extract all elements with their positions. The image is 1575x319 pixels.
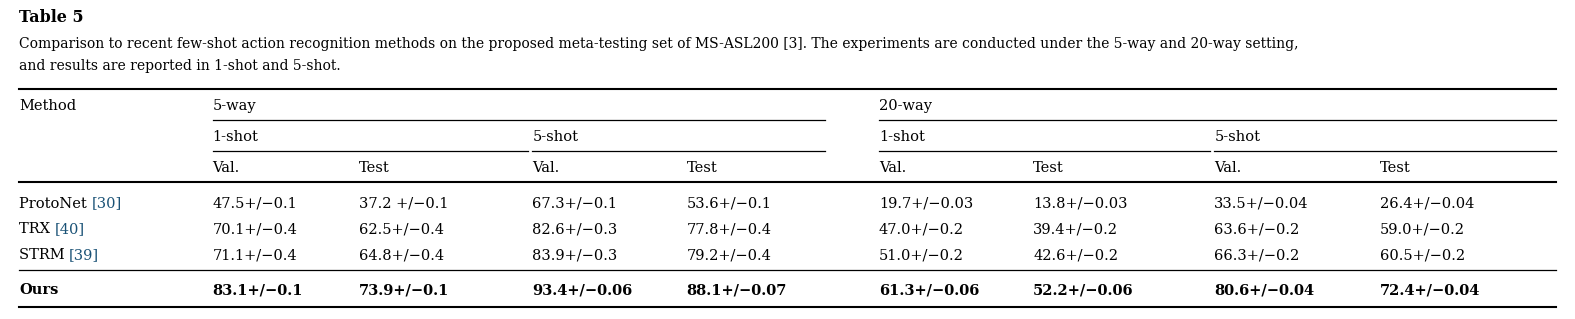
Text: Table 5: Table 5 xyxy=(19,9,83,26)
Text: 64.8+/−0.4: 64.8+/−0.4 xyxy=(359,248,444,262)
Text: [30]: [30] xyxy=(91,197,121,211)
Text: ProtoNet: ProtoNet xyxy=(19,197,91,211)
Text: 52.2+/−0.06: 52.2+/−0.06 xyxy=(1033,283,1134,297)
Text: 1-shot: 1-shot xyxy=(879,130,925,144)
Text: 37.2 +/−0.1: 37.2 +/−0.1 xyxy=(359,197,449,211)
Text: 5-shot: 5-shot xyxy=(1214,130,1260,144)
Text: STRM: STRM xyxy=(19,248,69,262)
Text: 33.5+/−0.04: 33.5+/−0.04 xyxy=(1214,197,1309,211)
Text: 72.4+/−0.04: 72.4+/−0.04 xyxy=(1380,283,1480,297)
Text: TRX: TRX xyxy=(19,222,55,236)
Text: 71.1+/−0.4: 71.1+/−0.4 xyxy=(213,248,298,262)
Text: 47.0+/−0.2: 47.0+/−0.2 xyxy=(879,222,964,236)
Text: 83.1+/−0.1: 83.1+/−0.1 xyxy=(213,283,302,297)
Text: Val.: Val. xyxy=(213,161,239,175)
Text: Test: Test xyxy=(1033,161,1065,175)
Text: 67.3+/−0.1: 67.3+/−0.1 xyxy=(532,197,617,211)
Text: 82.6+/−0.3: 82.6+/−0.3 xyxy=(532,222,617,236)
Text: 66.3+/−0.2: 66.3+/−0.2 xyxy=(1214,248,1299,262)
Text: 77.8+/−0.4: 77.8+/−0.4 xyxy=(687,222,772,236)
Text: and results are reported in 1-shot and 5-shot.: and results are reported in 1-shot and 5… xyxy=(19,59,340,73)
Text: 5-way: 5-way xyxy=(213,99,257,113)
Text: Val.: Val. xyxy=(532,161,559,175)
Text: Test: Test xyxy=(359,161,391,175)
Text: 62.5+/−0.4: 62.5+/−0.4 xyxy=(359,222,444,236)
Text: 88.1+/−0.07: 88.1+/−0.07 xyxy=(687,283,788,297)
Text: 13.8+/−0.03: 13.8+/−0.03 xyxy=(1033,197,1128,211)
Text: 42.6+/−0.2: 42.6+/−0.2 xyxy=(1033,248,1118,262)
Text: 53.6+/−0.1: 53.6+/−0.1 xyxy=(687,197,772,211)
Text: 47.5+/−0.1: 47.5+/−0.1 xyxy=(213,197,298,211)
Text: 26.4+/−0.04: 26.4+/−0.04 xyxy=(1380,197,1474,211)
Text: Test: Test xyxy=(1380,161,1411,175)
Text: 60.5+/−0.2: 60.5+/−0.2 xyxy=(1380,248,1465,262)
Text: Test: Test xyxy=(687,161,718,175)
Text: 51.0+/−0.2: 51.0+/−0.2 xyxy=(879,248,964,262)
Text: [39]: [39] xyxy=(69,248,99,262)
Text: [40]: [40] xyxy=(55,222,85,236)
Text: 1-shot: 1-shot xyxy=(213,130,258,144)
Text: 20-way: 20-way xyxy=(879,99,932,113)
Text: 80.6+/−0.04: 80.6+/−0.04 xyxy=(1214,283,1315,297)
Text: Comparison to recent few-shot action recognition methods on the proposed meta-te: Comparison to recent few-shot action rec… xyxy=(19,37,1298,51)
Text: 73.9+/−0.1: 73.9+/−0.1 xyxy=(359,283,449,297)
Text: Ours: Ours xyxy=(19,283,58,297)
Text: Method: Method xyxy=(19,99,76,113)
Text: 61.3+/−0.06: 61.3+/−0.06 xyxy=(879,283,980,297)
Text: 93.4+/−0.06: 93.4+/−0.06 xyxy=(532,283,633,297)
Text: 19.7+/−0.03: 19.7+/−0.03 xyxy=(879,197,973,211)
Text: 63.6+/−0.2: 63.6+/−0.2 xyxy=(1214,222,1299,236)
Text: 83.9+/−0.3: 83.9+/−0.3 xyxy=(532,248,617,262)
Text: Val.: Val. xyxy=(1214,161,1241,175)
Text: 5-shot: 5-shot xyxy=(532,130,578,144)
Text: 59.0+/−0.2: 59.0+/−0.2 xyxy=(1380,222,1465,236)
Text: 70.1+/−0.4: 70.1+/−0.4 xyxy=(213,222,298,236)
Text: 79.2+/−0.4: 79.2+/−0.4 xyxy=(687,248,772,262)
Text: Val.: Val. xyxy=(879,161,906,175)
Text: 39.4+/−0.2: 39.4+/−0.2 xyxy=(1033,222,1118,236)
